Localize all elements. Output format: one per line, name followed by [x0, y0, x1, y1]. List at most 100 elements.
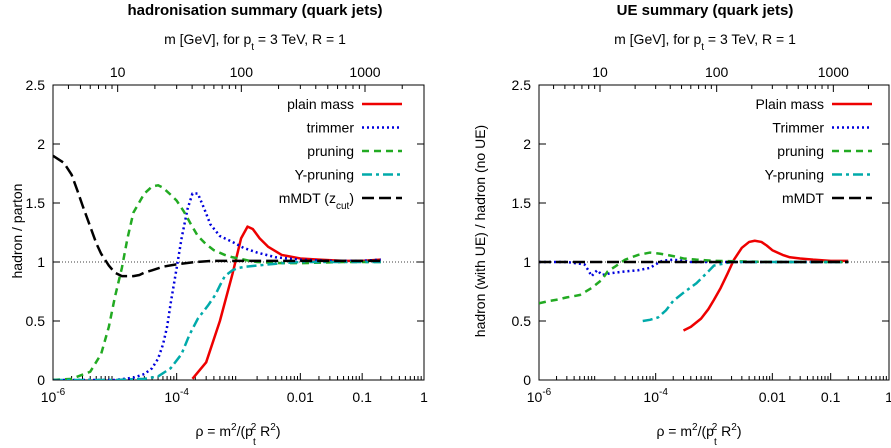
top-tick-label: 100 — [230, 64, 254, 80]
top-tick-label: 1000 — [818, 64, 849, 80]
tick-base: 10 — [164, 389, 180, 405]
tick-exponent: -4 — [180, 387, 189, 398]
y-tick-label: 0.5 — [26, 313, 46, 329]
top-axis-ticks: 10 100 1000 — [538, 64, 890, 92]
legend-label: Y-pruning — [765, 167, 824, 183]
label-part: m [GeV], for p — [614, 31, 701, 47]
y-axis-label: hadron (with UE) / hadron (no UE) — [472, 125, 488, 337]
top-tick-label: 100 — [705, 64, 729, 80]
top-tick-label: 1000 — [349, 64, 380, 80]
label-part: /(p — [698, 423, 715, 439]
plot-area — [538, 84, 890, 381]
y-axis-ticks: 0 0.5 1 1.5 2 2.5 — [512, 77, 889, 388]
tick-exponent: -6 — [542, 387, 551, 398]
label-part: R — [256, 423, 270, 439]
x-axis-ticks: 10-6 10-4 0.01 0.1 1 — [527, 373, 891, 405]
legend-label: mMDT — [782, 190, 824, 206]
chart-title: UE summary (quark jets) — [617, 2, 794, 19]
label-part: 2 — [712, 422, 718, 433]
label-part: ) — [349, 190, 354, 206]
series-line — [53, 154, 381, 278]
label-part: t — [253, 437, 256, 448]
top-axis-label: m [GeV], for pt = 3 TeV, R = 1 — [164, 31, 346, 53]
series-line — [539, 251, 849, 305]
series-line — [53, 260, 381, 380]
label-part: R — [717, 423, 731, 439]
label-part: m [GeV], for p — [164, 31, 251, 47]
x-tick-label: 0.1 — [821, 389, 841, 405]
legend-label: pruning — [777, 143, 824, 159]
tick-exponent: -4 — [659, 387, 668, 398]
x-tick-label: 10-6 — [41, 387, 66, 405]
y-tick-label: 2.5 — [512, 77, 532, 93]
x-tick-label: 1 — [885, 389, 891, 405]
legend: Plain mass Trimmer pruning Y-pruning mMDT — [756, 96, 872, 206]
label-part: t — [714, 437, 717, 448]
label-part: 2 — [251, 422, 257, 433]
series-line — [191, 225, 381, 380]
label-part: 2 — [692, 422, 698, 433]
y-tick-label: 2 — [37, 136, 45, 152]
label-part: mMDT (z — [279, 190, 336, 206]
x-axis-ticks: 10-6 10-4 0.01 0.1 1 — [41, 373, 428, 405]
x-tick-label: 10-4 — [164, 387, 189, 405]
y-tick-label: 1.5 — [26, 195, 46, 211]
top-axis-ticks: 10 100 1000 — [52, 64, 425, 92]
label-part: 2 — [270, 422, 276, 433]
legend-label: Y-pruning — [295, 167, 354, 183]
label-part: cut — [336, 201, 350, 212]
top-tick-label: 10 — [592, 64, 608, 80]
label-part: = 3 TeV, R = 1 — [254, 31, 346, 47]
y-tick-label: 0 — [523, 372, 531, 388]
series-line — [53, 184, 381, 380]
x-tick-label: 0.01 — [287, 389, 314, 405]
label-part: = 3 TeV, R = 1 — [704, 31, 796, 47]
tick-base: 10 — [41, 389, 57, 405]
chart-title: hadronisation summary (quark jets) — [127, 2, 382, 19]
x-tick-label: 1 — [420, 389, 428, 405]
legend-label: mMDT (zcut) — [279, 190, 354, 212]
x-tick-label: 10-6 — [527, 387, 552, 405]
legend-label: trimmer — [307, 120, 355, 136]
y-tick-label: 1 — [37, 254, 45, 270]
x-tick-label: 10-4 — [643, 387, 668, 405]
y-tick-label: 0.5 — [512, 313, 532, 329]
top-axis-label: m [GeV], for pt = 3 TeV, R = 1 — [614, 31, 796, 53]
label-part: ) — [276, 423, 281, 439]
x-axis-label: ρ = m2/(pt2 R2) — [195, 422, 280, 448]
y-tick-label: 1 — [523, 254, 531, 270]
y-tick-label: 1.5 — [512, 195, 532, 211]
legend: plain mass trimmer pruning Y-pruning mMDT (z… — [279, 96, 402, 212]
y-axis-ticks: 0 0.5 1 1.5 2 2.5 — [26, 77, 424, 388]
plot-frame — [52, 84, 425, 381]
label-part: ) — [737, 423, 742, 439]
label-part: ρ = m — [656, 423, 692, 439]
label-part: 2 — [731, 422, 737, 433]
ue-panel: UE summary (quark jets) m [GeV], for pt … — [472, 2, 891, 448]
series-line — [539, 258, 849, 278]
series-line — [642, 260, 849, 323]
y-tick-label: 0 — [37, 372, 45, 388]
legend-label: plain mass — [287, 96, 354, 112]
y-tick-label: 2 — [523, 136, 531, 152]
label-part: ρ = m — [195, 423, 231, 439]
tick-base: 10 — [643, 389, 659, 405]
top-tick-label: 10 — [110, 64, 126, 80]
label-part: /(p — [237, 423, 254, 439]
x-tick-label: 0.01 — [759, 389, 786, 405]
x-axis-label: ρ = m2/(pt2 R2) — [656, 422, 741, 448]
label-part: t — [701, 42, 704, 53]
tick-base: 10 — [527, 389, 543, 405]
tick-exponent: -6 — [56, 387, 65, 398]
label-part: t — [251, 42, 254, 53]
plot-frame — [538, 84, 890, 381]
x-tick-label: 0.1 — [352, 389, 372, 405]
series-line — [53, 192, 381, 380]
label-part: 2 — [231, 422, 237, 433]
legend-label: Trimmer — [772, 120, 824, 136]
y-tick-label: 2.5 — [26, 77, 46, 93]
legend-label: pruning — [307, 143, 354, 159]
legend-label: Plain mass — [756, 96, 824, 112]
series-line — [682, 239, 849, 332]
